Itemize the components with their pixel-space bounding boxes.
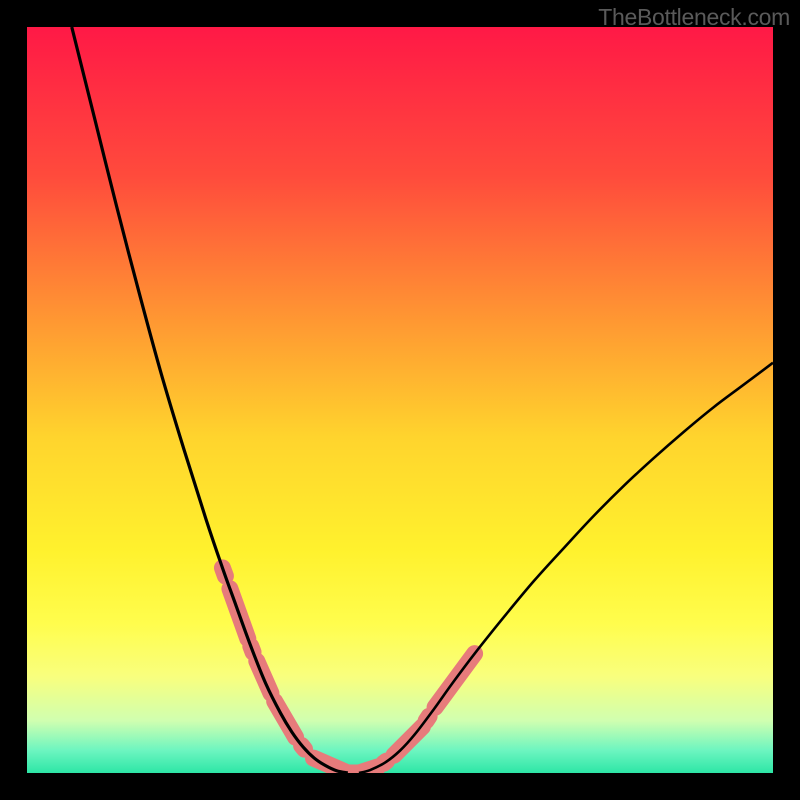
watermark-text: TheBottleneck.com [598, 4, 790, 31]
gradient-background [27, 27, 773, 773]
chart-area [27, 27, 773, 773]
